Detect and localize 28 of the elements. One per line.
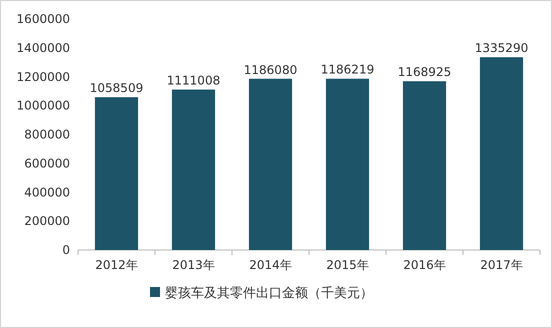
y-tick-label: 800000 bbox=[24, 128, 70, 142]
y-tick-label: 1400000 bbox=[16, 40, 70, 55]
x-tick-label: 2016年 bbox=[403, 258, 446, 272]
y-tick-label: 0 bbox=[62, 243, 70, 257]
legend-label: 婴孩车及其零件出口金额（千美元） bbox=[165, 285, 373, 301]
y-tick-label: 1000000 bbox=[16, 98, 70, 113]
y-tick-label: 600000 bbox=[24, 156, 70, 170]
bar bbox=[326, 78, 370, 250]
x-tick-label: 2012年 bbox=[95, 258, 138, 272]
data-label: 1186219 bbox=[320, 62, 374, 77]
bar bbox=[94, 97, 138, 250]
bar bbox=[480, 57, 524, 250]
y-tick-label: 1600000 bbox=[16, 12, 70, 26]
bar bbox=[248, 78, 292, 250]
x-tick-label: 2014年 bbox=[249, 258, 292, 272]
bar bbox=[402, 81, 446, 250]
y-tick-label: 400000 bbox=[24, 185, 70, 200]
bar bbox=[172, 90, 216, 250]
data-label: 1168925 bbox=[398, 65, 452, 80]
x-tick-label: 2017年 bbox=[480, 258, 523, 272]
data-label: 1058509 bbox=[90, 81, 144, 96]
y-tick-label: 200000 bbox=[24, 214, 70, 228]
x-tick-label: 2015年 bbox=[326, 258, 369, 272]
data-label: 1111008 bbox=[166, 74, 220, 88]
data-label: 1186080 bbox=[244, 62, 298, 77]
y-tick-label: 1200000 bbox=[16, 70, 70, 84]
data-label: 1335290 bbox=[474, 41, 528, 56]
x-tick-label: 2013年 bbox=[172, 258, 215, 272]
